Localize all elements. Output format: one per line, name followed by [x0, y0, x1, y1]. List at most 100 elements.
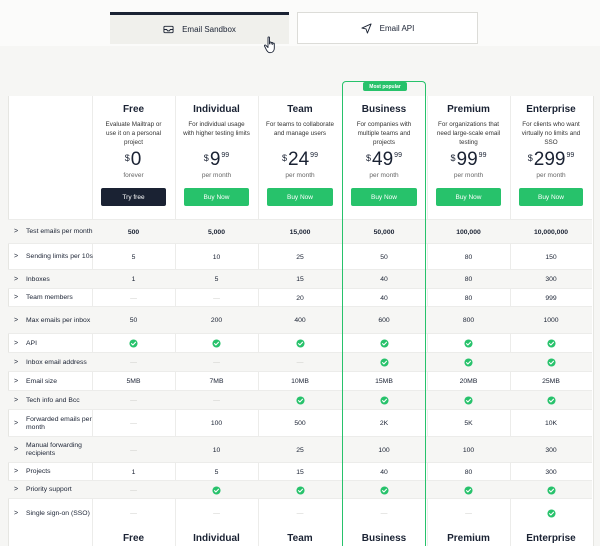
try-free-button[interactable]: Try free — [101, 188, 166, 206]
plan-free: Free Evaluate Mailtrap or use it on a per… — [92, 96, 175, 218]
feature-cell: 80 — [464, 468, 473, 476]
feature-name: Forwarded emails per month — [26, 415, 92, 431]
feature-label[interactable]: > Priority support — [14, 481, 94, 499]
feature-name: Team members — [26, 294, 73, 301]
price-currency: $ — [203, 153, 209, 163]
feature-label[interactable]: > Forwarded emails per month — [14, 410, 94, 437]
feature-name: Tech info and Bcc — [26, 396, 80, 404]
footer-plan-name: Enterprise — [526, 533, 576, 544]
feature-label[interactable]: > Sending limits per 10s — [14, 244, 94, 270]
feature-cell: 7MB — [209, 378, 224, 385]
send-icon — [361, 22, 372, 34]
plan-price: $99 99 — [427, 150, 510, 170]
plan-name: Individual — [193, 104, 240, 115]
plan-period: forever — [123, 172, 144, 179]
feature-label[interactable]: > Inboxes — [14, 270, 94, 289]
buy-now-button[interactable]: Buy Now — [519, 188, 583, 206]
feature-row[interactable]: > API — [8, 333, 592, 353]
plan-price: $0 — [92, 150, 175, 170]
chevron-right-icon: > — [14, 377, 19, 385]
feature-label[interactable]: > Email size — [14, 372, 94, 391]
price-amount: 99 — [456, 149, 478, 170]
check-icon — [464, 485, 473, 495]
chevron-right-icon: > — [14, 358, 19, 366]
feature-cell: — — [130, 446, 137, 454]
feature-label[interactable]: > API — [14, 334, 94, 353]
check-icon — [464, 396, 473, 405]
feature-label[interactable]: > Single sign-on (SSO) — [14, 499, 94, 528]
feature-row[interactable]: > Forwarded emails per month — 100 500 2K 5K 10… — [8, 409, 592, 437]
chevron-right-icon: > — [14, 339, 19, 347]
feature-label[interactable]: > Projects — [14, 463, 94, 481]
feature-label[interactable]: > Team members — [14, 289, 94, 307]
tab-email-sandbox[interactable]: Email Sandbox — [110, 12, 289, 44]
footer-plan-name: Premium — [447, 533, 490, 544]
feature-cell — [175, 481, 258, 499]
chevron-right-icon: > — [14, 468, 19, 475]
feature-cell: 300 — [545, 276, 557, 283]
feature-cell: 15,000 — [289, 228, 311, 236]
feature-cell: 100 — [462, 446, 475, 454]
price-currency: $ — [527, 153, 533, 163]
feature-cell: 25 — [296, 253, 304, 261]
plan-description: For clients who want virtually no limits… — [521, 121, 581, 146]
buy-now-button[interactable]: Buy Now — [267, 188, 333, 206]
feature-row[interactable]: > Sending limits per 10s 5 10 25 50 80 150 — [8, 243, 592, 270]
feature-cell — [258, 391, 342, 410]
feature-label[interactable]: > Max emails per inbox — [14, 307, 94, 334]
feature-label[interactable]: > Manual forwarding recipients — [14, 437, 94, 463]
feature-row[interactable]: > Manual forwarding recipients — 10 25 100 100… — [8, 436, 592, 463]
tab-email-api[interactable]: Email API — [297, 12, 478, 44]
plan-name: Free — [122, 104, 145, 115]
price-cents: 99 — [478, 152, 487, 159]
feature-row[interactable]: > Email size 5MB 7MB 10MB 15MB 20MB 25MB — [8, 371, 592, 391]
buy-now-button[interactable]: Buy Now — [184, 188, 249, 206]
check-icon — [295, 339, 305, 348]
check-icon — [546, 358, 556, 367]
tab-label: Email Sandbox — [182, 25, 236, 34]
feature-cell: 20MB — [459, 378, 478, 385]
chevron-right-icon: > — [14, 228, 19, 235]
feature-label[interactable]: > Test emails per month — [14, 220, 94, 244]
feature-cell — [342, 481, 426, 499]
check-icon — [379, 396, 389, 405]
most-popular-badge: Most popular — [363, 82, 407, 91]
plan-period: per month — [536, 172, 566, 179]
feature-row[interactable]: > Inboxes 1 5 15 40 80 300 — [8, 269, 592, 289]
feature-label[interactable]: > Inbox email address — [14, 353, 94, 372]
price-amount: 49 — [372, 149, 394, 170]
plan-premium: Premium For organizations that need large… — [427, 96, 510, 218]
feature-cell: 25 — [296, 446, 304, 454]
feature-cell — [427, 481, 510, 499]
feature-row[interactable]: > Team members — — 20 40 80 999 — [8, 288, 592, 307]
feature-cell: 100 — [378, 446, 390, 454]
feature-row[interactable]: > Test emails per month 500 5,000 15,000 50,0… — [8, 219, 592, 244]
feature-cell: 15 — [296, 468, 304, 476]
plan-name: Team — [287, 104, 313, 115]
feature-cell — [510, 481, 592, 499]
feature-cell: — — [130, 359, 137, 366]
feature-row[interactable]: > Tech info and Bcc — — — [8, 390, 592, 410]
feature-cell: — — [465, 510, 472, 517]
feature-row[interactable]: > Projects 1 5 15 40 80 300 — [8, 462, 592, 481]
buy-now-button[interactable]: Buy Now — [351, 188, 417, 206]
feature-row[interactable]: > Priority support — — [8, 480, 592, 499]
feature-row[interactable]: > Single sign-on (SSO) — — — — — — [8, 498, 592, 528]
plan-name: Business — [361, 104, 407, 115]
feature-cell — [92, 334, 175, 353]
price-cents: 99 — [394, 152, 402, 159]
feature-cell: 15 — [296, 276, 304, 283]
footer-plan-name: Individual — [193, 533, 240, 544]
feature-row[interactable]: > Max emails per inbox 50 200 400 600 800 1000 — [8, 306, 592, 334]
feature-cell: 50 — [129, 317, 138, 324]
check-icon — [546, 509, 556, 518]
price-amount: 299 — [533, 149, 566, 170]
feature-row[interactable]: > Inbox email address — — — — [8, 352, 592, 372]
buy-now-button[interactable]: Buy Now — [436, 188, 501, 206]
feature-cell: — — [130, 510, 137, 517]
plan-price: $299 99 — [510, 150, 592, 170]
plan-price: $9 99 — [175, 150, 258, 170]
feature-name: Projects — [26, 468, 51, 475]
feature-label[interactable]: > Tech info and Bcc — [14, 391, 94, 410]
feature-cell: 10 — [212, 446, 221, 454]
